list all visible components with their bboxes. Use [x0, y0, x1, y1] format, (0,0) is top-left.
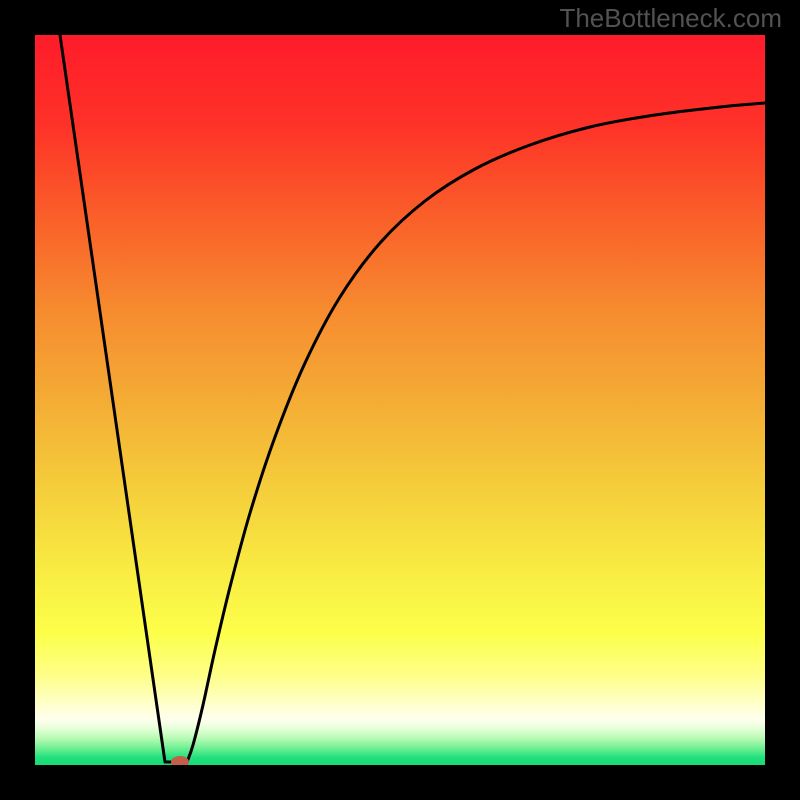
frame-border-left — [0, 0, 35, 800]
watermark-label: TheBottleneck.com — [559, 3, 782, 34]
frame-border-bottom — [0, 765, 800, 800]
plot-svg — [35, 35, 765, 765]
frame-border-right — [765, 0, 800, 800]
chart-frame: TheBottleneck.com — [0, 0, 800, 800]
gradient-background — [35, 35, 765, 765]
plot-area — [35, 35, 765, 765]
